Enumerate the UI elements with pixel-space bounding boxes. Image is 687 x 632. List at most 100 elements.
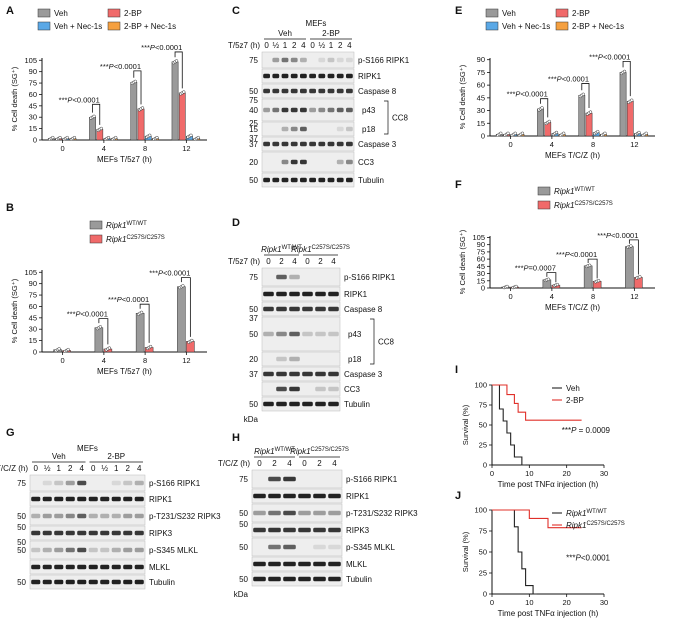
blot-band	[263, 306, 274, 312]
blot-band	[315, 306, 326, 312]
data-point	[588, 110, 593, 114]
mw-marker: 37	[249, 134, 258, 143]
data-point	[629, 244, 633, 248]
bar-e	[619, 72, 627, 137]
blot-band	[336, 177, 344, 183]
x-tick-label: 0	[509, 140, 513, 149]
lane-label: 1	[329, 41, 334, 50]
blot-band	[263, 73, 270, 79]
bar-e	[578, 95, 586, 137]
blot-band	[88, 564, 98, 570]
lane-label: 2	[338, 41, 343, 50]
legend-label: 2-BP + Nec-1s	[572, 22, 624, 31]
blot-band	[123, 547, 133, 553]
blot-band	[309, 177, 316, 183]
blot-band	[272, 57, 280, 63]
blot-band	[336, 88, 344, 94]
y-tick-label: 30	[477, 106, 485, 115]
blot-band	[31, 513, 41, 519]
mw-marker: 75	[249, 96, 258, 105]
p-value-label: ***P = 0.0009	[562, 426, 611, 435]
blot-band	[54, 496, 64, 502]
y-tick-label: 45	[477, 93, 485, 102]
data-point	[190, 338, 194, 343]
blot-band	[346, 57, 353, 63]
y-tick-label: 15	[29, 336, 37, 345]
significance-bracket	[98, 318, 109, 345]
y-tick-label: 90	[477, 240, 485, 249]
blot-band	[100, 564, 110, 570]
y-tick-label: 75	[477, 247, 485, 256]
blot-band	[268, 527, 281, 533]
bar-e	[537, 108, 544, 137]
x-tick-label: 0	[490, 469, 494, 478]
legend-swatch	[89, 234, 103, 244]
blot-band	[289, 274, 300, 280]
kda-label: kDa	[244, 415, 259, 424]
blot-band	[123, 530, 133, 536]
blot-band	[313, 527, 326, 533]
blot-band	[309, 73, 316, 79]
blot-band	[77, 564, 87, 570]
blot-band	[54, 547, 64, 553]
legend-label: Veh	[502, 9, 516, 18]
lane-label: 4	[80, 464, 85, 473]
x-tick-label: 4	[550, 292, 554, 301]
blot-band	[88, 513, 98, 519]
bar-a	[130, 82, 138, 141]
genotype-label: Ripk1C257S/C257S	[106, 235, 165, 244]
blot-strip	[261, 151, 355, 173]
blot-band	[313, 576, 326, 582]
blot-band	[31, 547, 41, 553]
blot-band	[263, 401, 274, 407]
blot-band	[88, 547, 98, 553]
mw-marker: 20	[249, 158, 258, 167]
blot-band	[346, 73, 353, 79]
blot-band	[134, 547, 144, 553]
blot-band	[318, 141, 326, 147]
blot-band	[123, 480, 133, 486]
blot-band	[54, 579, 64, 585]
y-tick-label: 90	[29, 67, 37, 76]
blot-band	[315, 371, 326, 377]
blot-band	[111, 530, 121, 536]
significance-bracket	[180, 277, 191, 337]
blot-header: MEFs	[306, 19, 327, 28]
blot-band	[289, 291, 300, 297]
panel-label-d: D	[232, 217, 240, 229]
blot-band	[283, 544, 296, 550]
data-point	[57, 347, 61, 351]
bar-b	[177, 286, 186, 353]
blot-band	[88, 530, 98, 536]
blot-band	[42, 530, 52, 536]
blot-band	[318, 177, 326, 183]
x-tick-label: 30	[600, 598, 608, 607]
blot-strip	[29, 506, 146, 526]
blot-band	[65, 579, 75, 585]
blot-strip	[261, 121, 355, 137]
blot-row-label: Tubulin	[346, 575, 372, 584]
mw-marker: 50	[249, 400, 258, 409]
y-tick-label: 45	[477, 262, 485, 271]
blot-band	[276, 401, 287, 407]
blot-band	[328, 544, 341, 550]
data-point	[546, 277, 551, 281]
x-tick-label: 4	[550, 140, 554, 149]
y-tick-label: 45	[29, 313, 37, 322]
x-tick-label: 30	[600, 469, 608, 478]
panel-label-c: C	[232, 5, 240, 17]
lane-label: ½	[272, 41, 279, 50]
significance-bracket	[587, 258, 598, 279]
cc8-label: CC8	[378, 338, 395, 347]
genotype-label: Ripk1WT/WT	[566, 509, 607, 518]
blot-strip	[261, 136, 355, 152]
data-point	[140, 106, 145, 110]
blot-strip	[261, 396, 341, 412]
blot-band	[313, 510, 326, 516]
blot-band	[77, 513, 87, 519]
lane-label: 2	[68, 464, 73, 473]
mw-marker: 75	[239, 475, 248, 484]
genotype-label: Ripk1WT/WT	[254, 447, 295, 456]
blot-row-label: p-S166 RIPK1	[358, 56, 410, 65]
blot-band	[268, 544, 281, 550]
